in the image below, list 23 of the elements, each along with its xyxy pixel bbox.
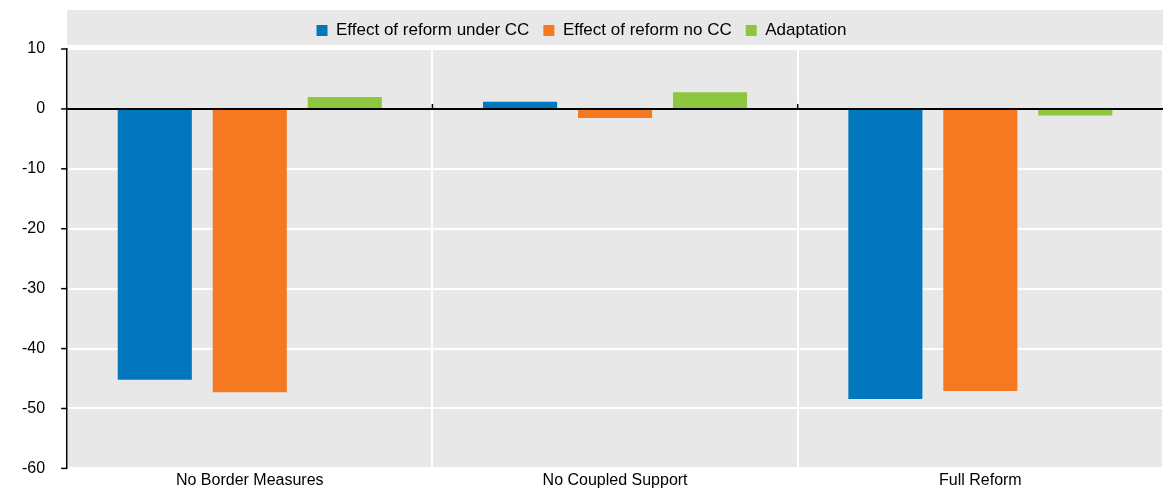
bar bbox=[578, 109, 653, 118]
x-tick-label: No Border Measures bbox=[175, 471, 324, 489]
bar bbox=[1038, 109, 1113, 116]
bar bbox=[673, 92, 748, 108]
x-tick-label: Full Reform bbox=[939, 471, 1022, 489]
bar bbox=[307, 96, 382, 108]
legend-label: Effect of reform no CC bbox=[562, 20, 732, 40]
legend-label: Adaptation bbox=[765, 20, 847, 40]
bar bbox=[483, 101, 558, 108]
bar bbox=[848, 109, 923, 399]
bar bbox=[212, 109, 287, 393]
bar bbox=[117, 109, 192, 380]
y-tick-label: -10 bbox=[22, 159, 46, 177]
y-tick-label: 10 bbox=[27, 39, 46, 57]
y-tick-label: -30 bbox=[22, 279, 46, 297]
y-tick-label: -20 bbox=[22, 219, 46, 237]
bar bbox=[943, 109, 1018, 392]
y-tick-label: -40 bbox=[22, 338, 46, 356]
y-tick-label: -50 bbox=[22, 398, 46, 416]
y-tick-label: -60 bbox=[22, 458, 46, 476]
y-tick-label: 0 bbox=[36, 99, 46, 117]
legend-label: Effect of reform under CC bbox=[336, 20, 530, 40]
x-tick-label: No Coupled Support bbox=[542, 471, 689, 489]
